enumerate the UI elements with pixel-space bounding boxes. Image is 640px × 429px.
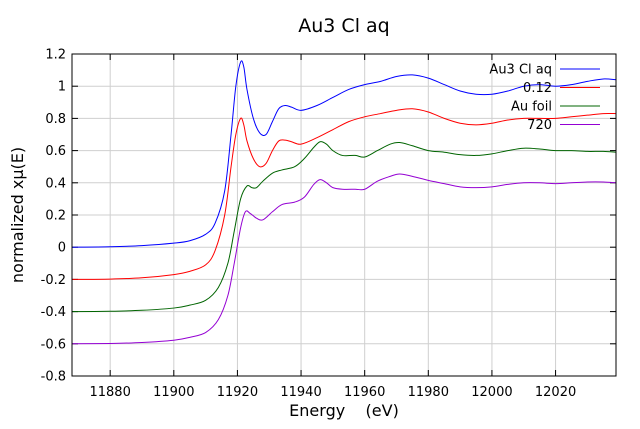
x-tick-label: 11960 bbox=[344, 385, 385, 400]
legend-label: 720 bbox=[527, 118, 552, 133]
y-tick-label: -0.6 bbox=[41, 337, 66, 352]
y-tick-label: 0.4 bbox=[45, 176, 66, 191]
legend-label: 0.12 bbox=[523, 81, 552, 96]
y-axis-label: normalized xμ(E) bbox=[8, 147, 27, 283]
y-tick-label: -0.4 bbox=[41, 305, 66, 320]
legend-label: Au foil bbox=[511, 100, 552, 115]
chart-title: Au3 Cl aq bbox=[298, 15, 389, 37]
y-tick-label: 0.8 bbox=[45, 112, 66, 127]
x-tick-label: 11920 bbox=[217, 385, 258, 400]
series-line bbox=[72, 60, 616, 248]
series-line bbox=[72, 173, 616, 345]
x-tick-label: 12020 bbox=[535, 385, 576, 400]
x-tick-label: 11900 bbox=[153, 385, 194, 400]
series-line bbox=[72, 108, 616, 280]
y-tick-label: 0.2 bbox=[45, 209, 66, 224]
y-tick-label: 1.2 bbox=[45, 48, 66, 63]
y-tick-label: 1 bbox=[58, 80, 66, 95]
series-lines bbox=[72, 60, 616, 345]
y-tick-label: -0.8 bbox=[41, 370, 66, 385]
x-tick-label: 11980 bbox=[408, 385, 449, 400]
y-tick-label: -0.2 bbox=[41, 273, 66, 288]
legend: Au3 Cl aq 0.12 Au foil 720 bbox=[489, 63, 600, 133]
y-tick-label: 0.6 bbox=[45, 144, 66, 159]
legend-label: Au3 Cl aq bbox=[489, 63, 552, 78]
x-axis-label: Energy (eV) bbox=[289, 401, 399, 420]
series-line bbox=[72, 141, 616, 313]
tick-labels: 11880 11900 11920 11940 11960 11980 12000 12020… bbox=[41, 48, 577, 401]
y-tick-label: 0 bbox=[58, 241, 66, 256]
x-tick-label: 12000 bbox=[471, 385, 512, 400]
x-tick-label: 11940 bbox=[280, 385, 321, 400]
plot-frame bbox=[71, 53, 617, 377]
x-tick-label: 11880 bbox=[89, 385, 130, 400]
